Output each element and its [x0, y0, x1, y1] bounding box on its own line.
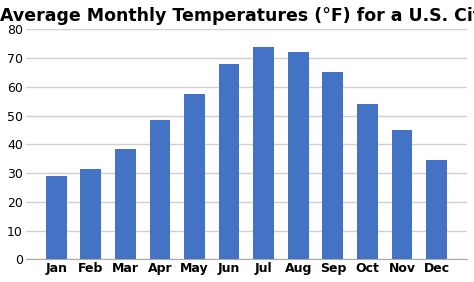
- Title: Average Monthly Temperatures (°F) for a U.S. City: Average Monthly Temperatures (°F) for a …: [0, 7, 474, 25]
- Bar: [322, 72, 343, 259]
- Bar: [115, 149, 136, 259]
- Bar: [81, 169, 101, 259]
- Bar: [149, 120, 170, 259]
- Bar: [288, 52, 309, 259]
- Bar: [184, 94, 205, 259]
- Bar: [426, 160, 447, 259]
- Bar: [253, 47, 274, 259]
- Bar: [219, 64, 239, 259]
- Bar: [357, 104, 378, 259]
- Bar: [392, 130, 412, 259]
- Bar: [46, 176, 66, 259]
